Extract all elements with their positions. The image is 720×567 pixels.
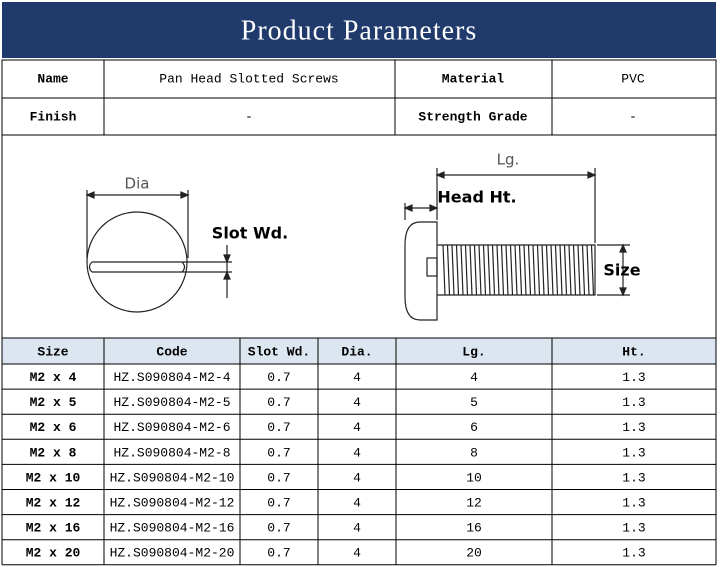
column-header: Code bbox=[156, 344, 187, 359]
info-value: - bbox=[245, 109, 253, 124]
info-grid bbox=[1, 59, 717, 339]
size-cell: M2 x 5 bbox=[30, 395, 77, 410]
dim-label: Slot Wd. bbox=[212, 224, 288, 243]
cell: 4 bbox=[353, 546, 361, 561]
cell: 1.3 bbox=[622, 420, 645, 435]
cell: 4 bbox=[353, 370, 361, 385]
cell: 1.3 bbox=[622, 546, 645, 561]
size-cell: M2 x 6 bbox=[30, 420, 77, 435]
cell: 4 bbox=[353, 521, 361, 536]
cell: 20 bbox=[466, 546, 482, 561]
title-bar bbox=[2, 2, 716, 58]
dim-label: Lg. bbox=[497, 151, 520, 169]
cell: HZ.S090804-M2-16 bbox=[110, 521, 235, 536]
cell: 4 bbox=[353, 395, 361, 410]
cell: HZ.S090804-M2-6 bbox=[113, 420, 230, 435]
cell: HZ.S090804-M2-8 bbox=[113, 445, 230, 460]
info-label: Name bbox=[37, 71, 68, 86]
info-value: - bbox=[629, 109, 637, 124]
size-cell: M2 x 8 bbox=[30, 445, 77, 460]
cell: 0.7 bbox=[267, 521, 290, 536]
info-label: Strength Grade bbox=[418, 109, 527, 124]
cell: 4 bbox=[470, 370, 478, 385]
info-label: Finish bbox=[30, 109, 77, 124]
dim-label: Head Ht. bbox=[437, 188, 516, 207]
column-header: Slot Wd. bbox=[248, 344, 310, 359]
cell: 0.7 bbox=[267, 445, 290, 460]
cell: 0.7 bbox=[267, 420, 290, 435]
cell: HZ.S090804-M2-20 bbox=[110, 546, 235, 561]
screw-side-view bbox=[403, 168, 630, 321]
screw-front-view bbox=[85, 190, 232, 313]
cell: 4 bbox=[353, 445, 361, 460]
cell: 6 bbox=[470, 420, 478, 435]
cell: 1.3 bbox=[622, 495, 645, 510]
info-label: Material bbox=[442, 71, 505, 86]
column-header: Lg. bbox=[462, 344, 485, 359]
cell: 4 bbox=[353, 495, 361, 510]
cell: 1.3 bbox=[622, 470, 645, 485]
cell: 4 bbox=[353, 470, 361, 485]
size-cell: M2 x 16 bbox=[26, 521, 81, 536]
cell: 0.7 bbox=[267, 370, 290, 385]
size-cell: M2 x 10 bbox=[26, 470, 81, 485]
cell: HZ.S090804-M2-5 bbox=[113, 395, 230, 410]
column-header: Size bbox=[37, 344, 68, 359]
cell: 1.3 bbox=[622, 370, 645, 385]
cell: 5 bbox=[470, 395, 478, 410]
cell: HZ.S090804-M2-4 bbox=[113, 370, 230, 385]
cell: 0.7 bbox=[267, 470, 290, 485]
cell: 1.3 bbox=[622, 395, 645, 410]
dim-label: Dia bbox=[125, 175, 150, 193]
cell: 16 bbox=[466, 521, 482, 536]
title: Product Parameters bbox=[241, 15, 478, 46]
column-header: Dia. bbox=[341, 344, 372, 359]
cell: 1.3 bbox=[622, 521, 645, 536]
size-cell: M2 x 4 bbox=[30, 370, 77, 385]
cell: 1.3 bbox=[622, 445, 645, 460]
column-header: Ht. bbox=[622, 344, 645, 359]
info-value: PVC bbox=[621, 71, 645, 86]
size-cell: M2 x 12 bbox=[26, 495, 81, 510]
cell: 0.7 bbox=[267, 495, 290, 510]
spec-table: Size Code Slot Wd. Dia. Lg. Ht. M2 x 4 HZ.S0908… bbox=[1, 337, 717, 566]
cell: 8 bbox=[470, 445, 478, 460]
cell: 0.7 bbox=[267, 395, 290, 410]
cell: 0.7 bbox=[267, 546, 290, 561]
dim-label: Size bbox=[603, 261, 640, 280]
cell: 10 bbox=[466, 470, 482, 485]
info-value: Pan Head Slotted Screws bbox=[159, 71, 338, 86]
size-cell: M2 x 20 bbox=[26, 546, 81, 561]
cell: 12 bbox=[466, 495, 482, 510]
cell: HZ.S090804-M2-12 bbox=[110, 495, 235, 510]
cell: 4 bbox=[353, 420, 361, 435]
cell: HZ.S090804-M2-10 bbox=[110, 470, 235, 485]
